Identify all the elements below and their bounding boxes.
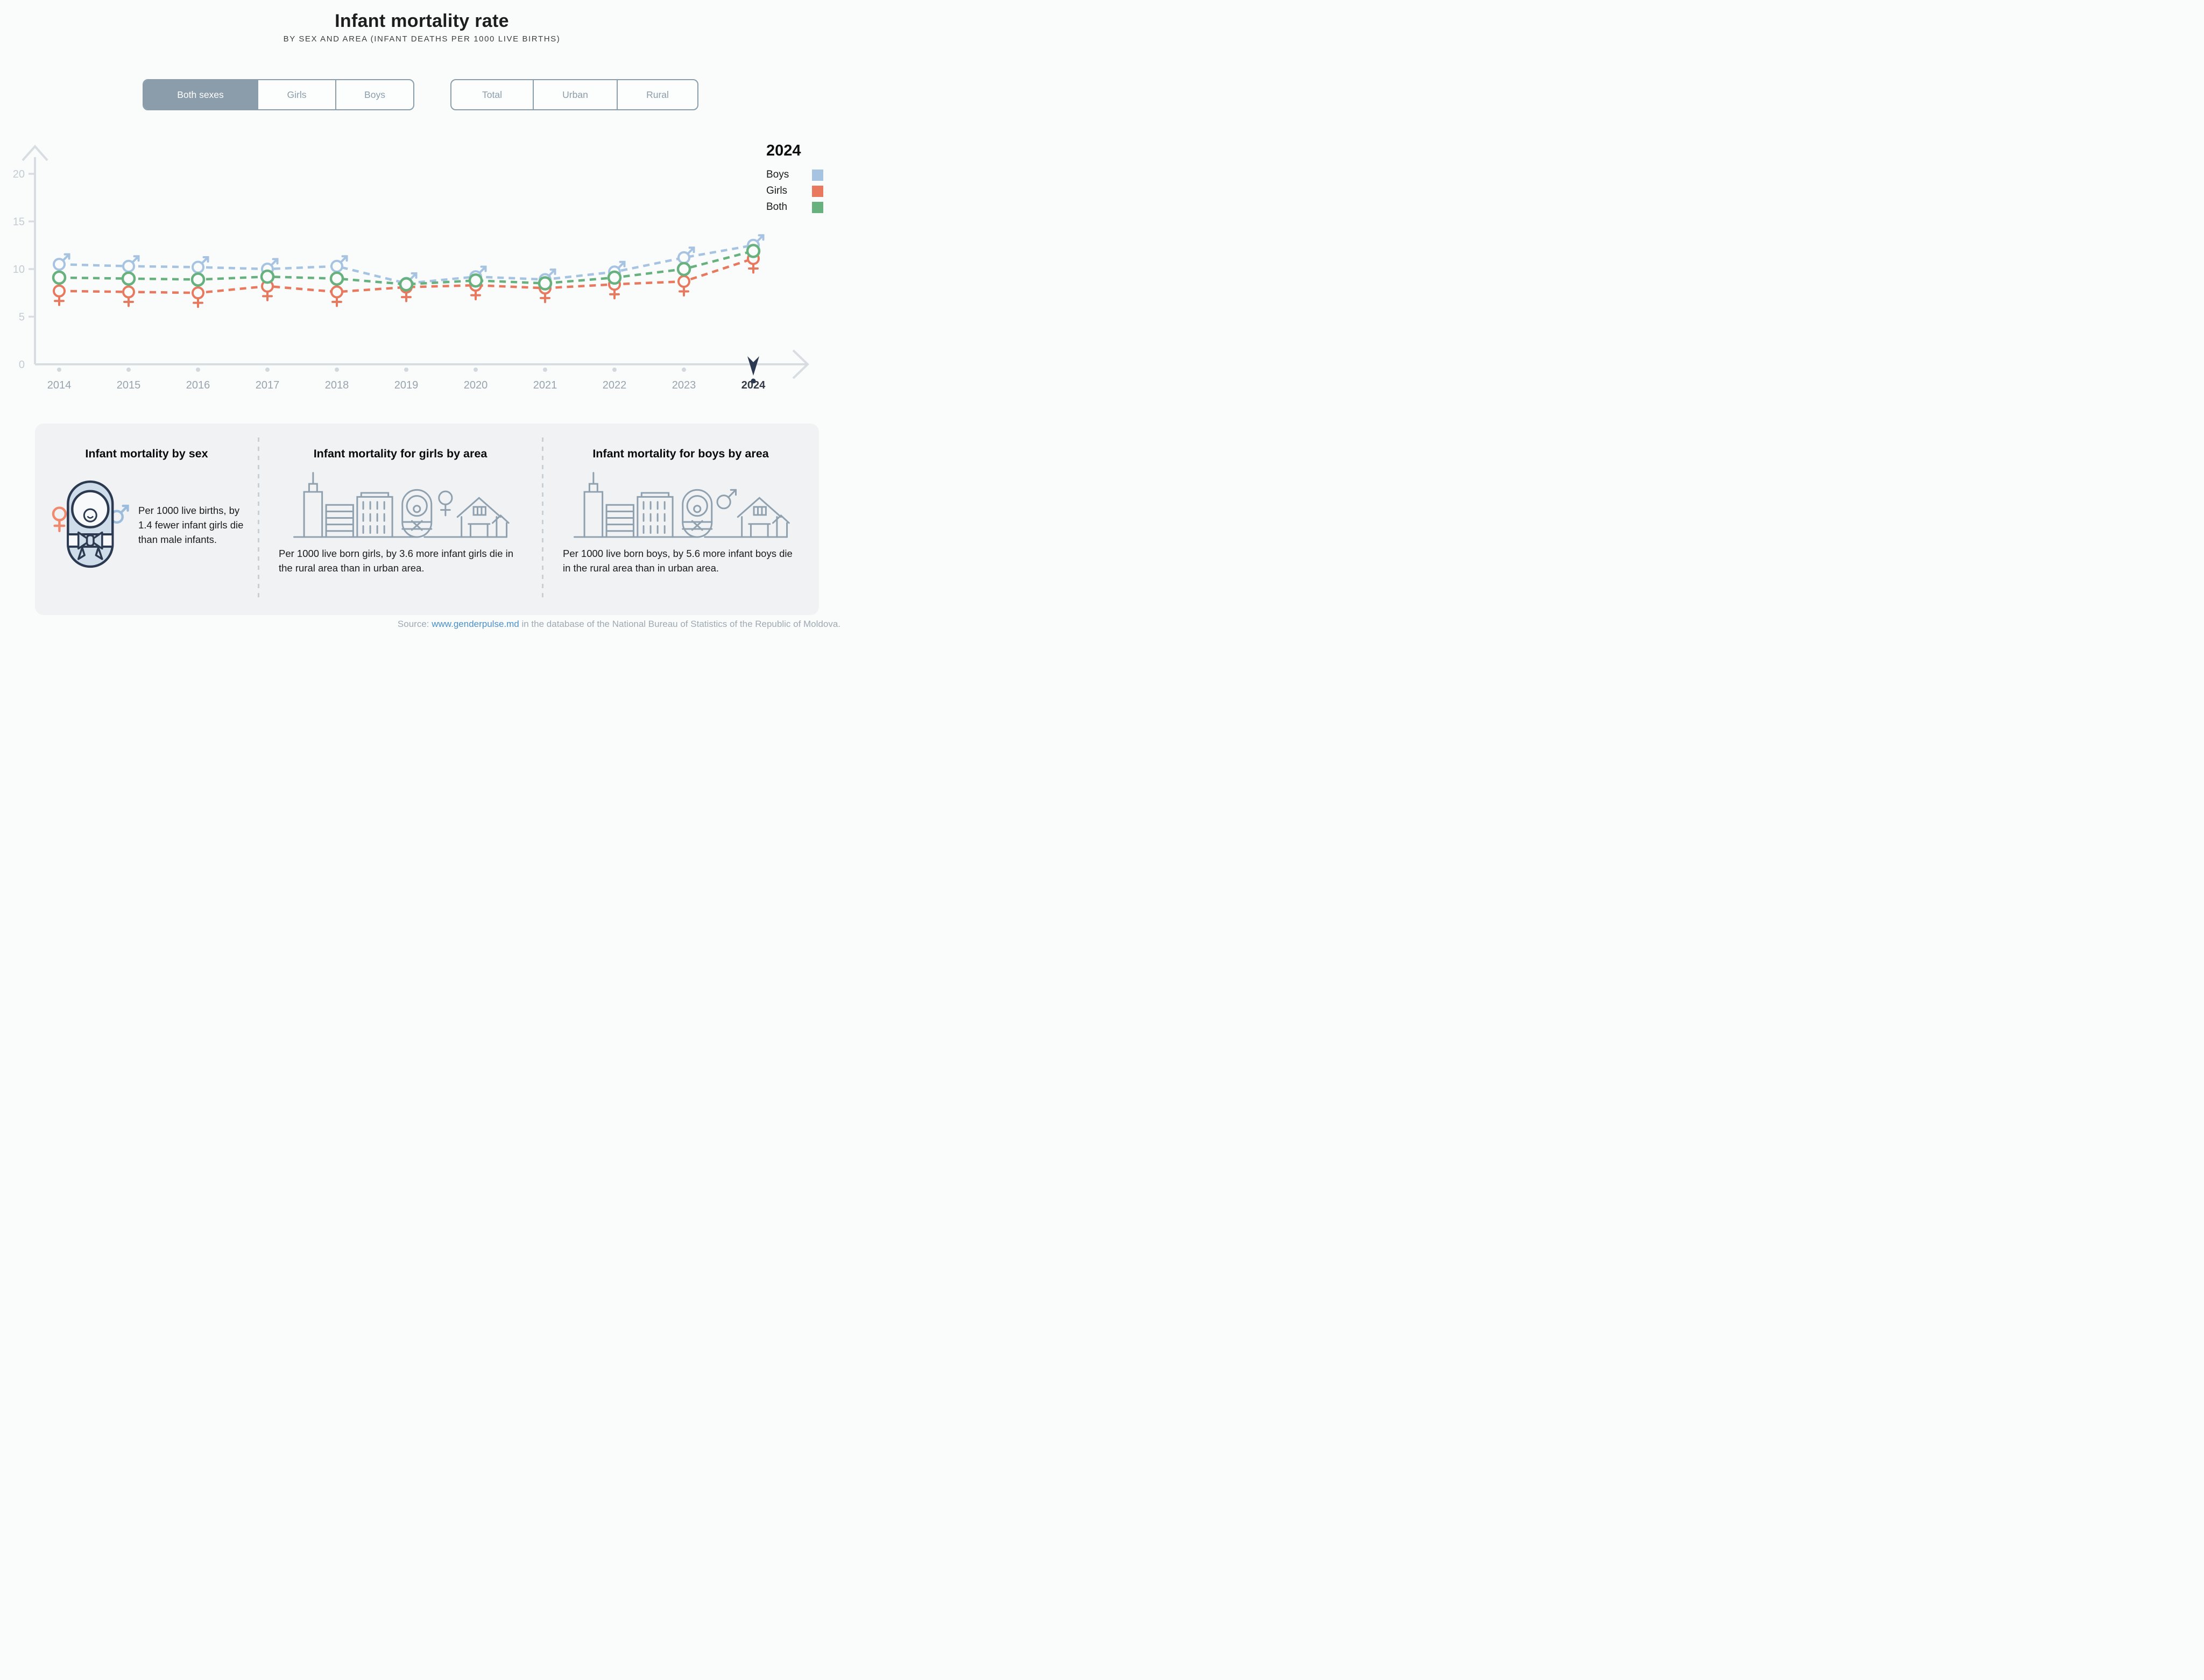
year-label-2019[interactable]: 2019 [394, 379, 419, 391]
toggle-total[interactable]: Total [451, 80, 533, 109]
year-label-2022[interactable]: 2022 [603, 379, 627, 391]
swaddled-baby-sex-icon [49, 472, 130, 578]
source-suffix: in the database of the National Bureau o… [519, 619, 840, 629]
city-baby-house-male-icon [542, 465, 819, 545]
svg-text:20: 20 [13, 168, 25, 180]
svg-text:0: 0 [19, 359, 25, 371]
source-prefix: Source: [397, 619, 432, 629]
year-label-2018[interactable]: 2018 [325, 379, 349, 391]
year-label-2023[interactable]: 2023 [672, 379, 696, 391]
both-color-swatch [812, 201, 823, 213]
source-link[interactable]: www.genderpulse.md [432, 619, 519, 629]
year-label-2021[interactable]: 2021 [533, 379, 557, 391]
fact-card-girls-area: Infant mortality for girls by area Per 1… [258, 423, 542, 615]
legend-year-title: 2024 [766, 142, 801, 159]
year-label-2014[interactable]: 2014 [47, 379, 72, 391]
year-axis-labels: 2014 2015 2016 2017 2018 2019 2020 2021 2022 2023… [47, 356, 766, 391]
toggle-boys[interactable]: Boys [335, 80, 413, 109]
girls-color-swatch [812, 185, 823, 197]
facts-panel: Infant mortality by sex [35, 423, 819, 615]
series-line-girls [59, 257, 754, 294]
toggle-both-sexes[interactable]: Both sexes [144, 80, 257, 109]
fact-card-text: Per 1000 live born girls, by 3.6 more in… [279, 548, 513, 574]
toggle-girls[interactable]: Girls [257, 80, 335, 109]
page-subtitle: BY SEX AND AREA (INFANT DEATHS PER 1000 … [283, 34, 561, 44]
fact-card-by-sex: Infant mortality by sex [35, 423, 258, 615]
series-line-both [59, 250, 754, 286]
boys-color-swatch [812, 169, 823, 181]
chart-legend: 2024 Boys Girls Both [766, 142, 823, 217]
toggle-rural[interactable]: Rural [617, 80, 697, 109]
fact-card-title: Infant mortality for boys by area [592, 447, 769, 460]
sex-toggle-group: Both sexes Girls Boys [143, 79, 414, 110]
legend-item-both: Both [766, 201, 823, 213]
selected-year-pointer[interactable] [747, 356, 759, 384]
mortality-line-chart[interactable]: 0 5 10 15 20 2014 2015 2016 2017 2018 2019 2020 2021… [0, 135, 844, 404]
axes: 0 5 10 15 20 [13, 144, 809, 379]
page-title: Infant mortality rate [335, 11, 509, 31]
infographic-page: Infant mortality rate BY SEX AND AREA (I… [0, 0, 844, 643]
year-label-2020[interactable]: 2020 [464, 379, 488, 391]
fact-card-title: Infant mortality by sex [85, 447, 208, 460]
legend-item-boys: Boys [766, 169, 823, 181]
svg-text:10: 10 [13, 264, 25, 276]
fact-card-text: Per 1000 live born boys, by 5.6 more inf… [563, 548, 793, 574]
fact-card-title: Infant mortality for girls by area [313, 447, 488, 460]
year-label-2016[interactable]: 2016 [186, 379, 210, 391]
year-label-2017[interactable]: 2017 [256, 379, 280, 391]
svg-text:5: 5 [19, 312, 25, 323]
year-label-2015[interactable]: 2015 [117, 379, 141, 391]
legend-item-girls: Girls [766, 185, 823, 197]
city-baby-house-female-icon [258, 465, 542, 545]
fact-card-text: Per 1000 live births, by 1.4 fewer infan… [138, 505, 244, 545]
year-label-2024[interactable]: 2024 [741, 379, 766, 391]
series-line-boys [59, 244, 754, 285]
series-markers-girls [53, 252, 760, 308]
source-line: Source: www.genderpulse.md in the databa… [0, 619, 844, 630]
card-divider [542, 437, 543, 599]
fact-card-boys-area: Infant mortality for boys by area Per 10… [542, 423, 819, 615]
series-markers-both [52, 244, 761, 292]
toggle-urban[interactable]: Urban [533, 80, 617, 109]
svg-text:15: 15 [13, 216, 25, 228]
area-toggle-group: Total Urban Rural [450, 79, 698, 110]
card-divider [258, 437, 259, 599]
